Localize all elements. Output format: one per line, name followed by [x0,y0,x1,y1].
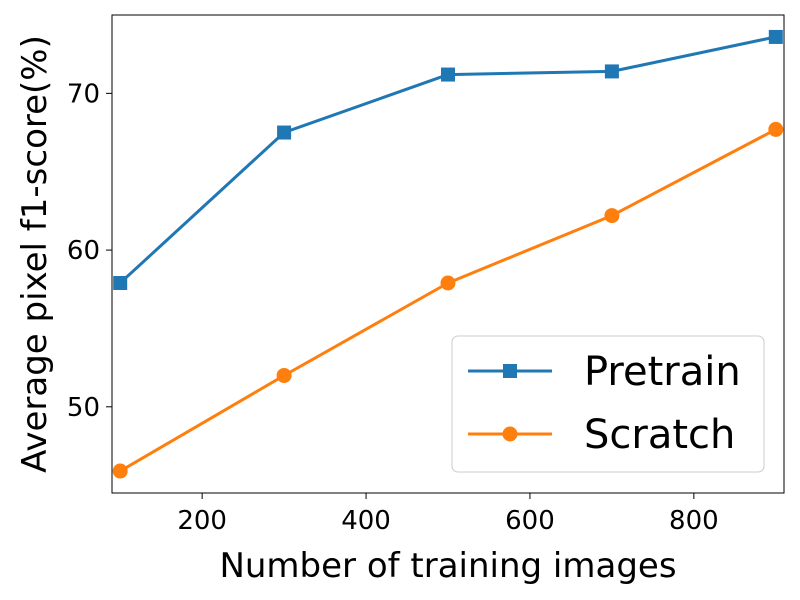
x-tick-label: 200 [177,506,227,536]
pretrain-point [113,275,128,290]
scratch-point [768,121,784,137]
scratch-point [440,275,456,291]
pretrain-point [277,125,292,140]
x-tick-label: 800 [669,506,719,536]
scratch-point [112,463,128,479]
pretrain-point [441,67,455,82]
legend-pretrain-marker [503,364,517,378]
plot-frame [111,14,785,494]
y-tick-label: 50 [67,393,100,423]
pretrain-point [768,29,783,44]
scratch-point [276,367,292,383]
x-tick-label: 600 [505,506,555,536]
y-axis-ticks: 50 60 70 [67,79,112,423]
x-axis-label: Number of training images [219,546,676,586]
x-axis-ticks: 200 400 600 800 [177,493,719,536]
scratch-point [604,208,620,224]
pretrain-point [604,64,619,79]
y-tick-label: 60 [67,236,100,266]
y-tick-label: 70 [67,79,100,109]
y-axis-label: Average pixel f1-score(%) [15,35,55,473]
series-layer [112,29,784,479]
legend-entries: Pretrain Scratch [468,349,741,458]
legend-scratch-label: Scratch [584,412,735,458]
legend-pretrain-label: Pretrain [584,349,741,395]
legend-scratch-marker [502,426,518,442]
legend: Pretrain Scratch [451,335,765,473]
x-tick-label: 400 [341,506,391,536]
